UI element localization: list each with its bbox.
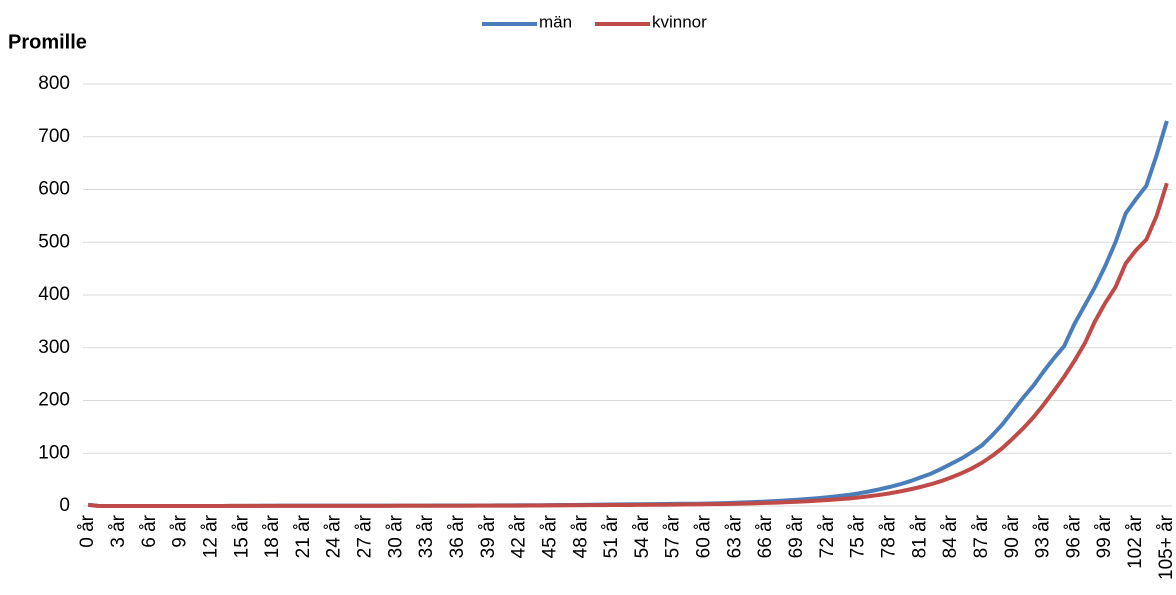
x-tick-label: 12 år: [200, 514, 221, 558]
x-tick-label: 36 år: [447, 514, 468, 558]
x-tick-label: 24 år: [324, 514, 345, 558]
x-tick-label: 99 år: [1094, 514, 1115, 558]
x-tick-label: 102 år: [1125, 514, 1146, 569]
x-tick-label: 69 år: [786, 514, 807, 558]
y-tick-label: 500: [38, 231, 70, 252]
x-tick-label: 60 år: [694, 514, 715, 558]
x-tick-label: 81 år: [909, 514, 930, 558]
x-tick-label: 105+ år: [1156, 514, 1176, 580]
x-tick-label: 87 år: [971, 514, 992, 558]
x-tick-label: 15 år: [231, 514, 252, 558]
x-tick-label: 93 år: [1033, 514, 1054, 558]
y-tick-label: 400: [38, 284, 70, 305]
x-tick-label: 48 år: [570, 514, 591, 558]
y-tick-label: 300: [38, 337, 70, 358]
x-tick-label: 33 år: [416, 514, 437, 558]
x-tick-label: 66 år: [755, 514, 776, 558]
x-tick-label: 72 år: [817, 514, 838, 558]
legend-label: kvinnor: [652, 12, 707, 31]
x-tick-label: 27 år: [355, 514, 376, 558]
x-tick-label: 3 år: [108, 514, 129, 547]
x-tick-label: 42 år: [509, 514, 530, 558]
x-tick-label: 63 år: [724, 514, 745, 558]
x-tick-label: 6 år: [139, 514, 160, 547]
x-tick-label: 78 år: [878, 514, 899, 558]
x-tick-label: 21 år: [293, 514, 314, 558]
x-tick-label: 30 år: [385, 514, 406, 558]
x-tick-label: 84 år: [940, 514, 961, 558]
x-tick-label: 39 år: [478, 514, 499, 558]
x-tick-label: 0 år: [77, 514, 98, 547]
y-axis-title: Promille: [8, 31, 87, 53]
series-line: [87, 182, 1169, 508]
x-tick-label: 45 år: [539, 514, 560, 558]
x-tick-label: 57 år: [663, 514, 684, 558]
y-tick-label: 800: [38, 73, 70, 94]
x-tick-label: 54 år: [632, 514, 653, 558]
y-tick-label: 100: [38, 442, 70, 463]
legend-label: män: [539, 12, 572, 31]
x-tick-label: 9 år: [170, 514, 191, 547]
y-tick-label: 200: [38, 390, 70, 411]
x-tick-label: 90 år: [1002, 514, 1023, 558]
y-tick-label: 600: [38, 179, 70, 200]
x-tick-label: 96 år: [1063, 514, 1084, 558]
x-tick-label: 51 år: [601, 514, 622, 558]
x-tick-label: 75 år: [848, 514, 869, 558]
y-tick-label: 0: [59, 495, 70, 516]
y-tick-label: 700: [38, 126, 70, 147]
x-tick-label: 18 år: [262, 514, 283, 558]
